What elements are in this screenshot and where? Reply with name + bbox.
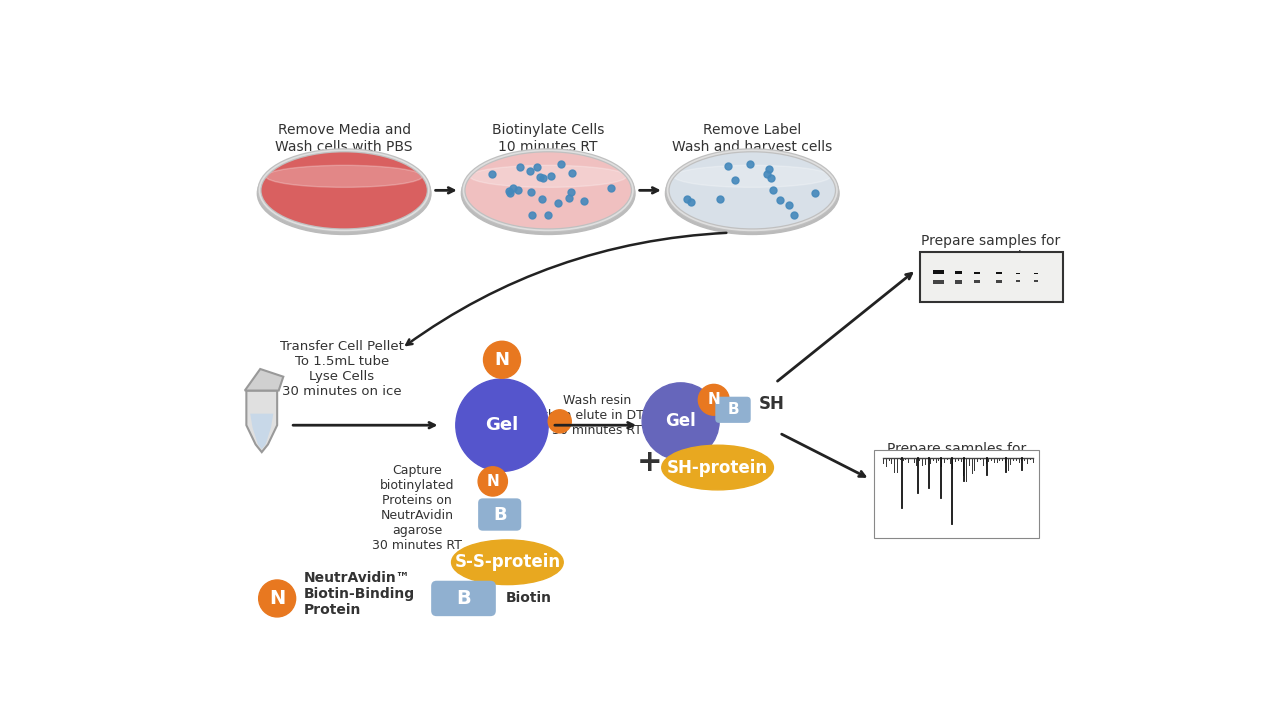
- Circle shape: [484, 341, 521, 378]
- Text: N: N: [269, 589, 285, 608]
- Text: S-S-protein: S-S-protein: [454, 553, 561, 571]
- Bar: [933, 280, 943, 284]
- Text: Transfer Cell Pellet
To 1.5mL tube
Lyse Cells
30 minutes on ice: Transfer Cell Pellet To 1.5mL tube Lyse …: [280, 341, 403, 398]
- Bar: [955, 271, 963, 274]
- Text: B: B: [456, 589, 471, 608]
- Text: Remove Label
Wash and harvest cells: Remove Label Wash and harvest cells: [672, 123, 832, 153]
- Text: Biotin: Biotin: [506, 591, 552, 606]
- Ellipse shape: [266, 166, 422, 187]
- Circle shape: [643, 383, 719, 460]
- Circle shape: [259, 580, 296, 617]
- Text: Gel: Gel: [666, 413, 696, 431]
- Ellipse shape: [666, 153, 840, 235]
- Bar: [1015, 280, 1020, 282]
- Text: N: N: [708, 392, 721, 408]
- Text: Capture
biotinylated
Proteins on
NeutrAvidin
agarose
30 minutes RT: Capture biotinylated Proteins on NeutrAv…: [372, 464, 462, 552]
- Text: +: +: [637, 448, 663, 477]
- Bar: [1034, 280, 1038, 282]
- Bar: [874, 450, 1039, 539]
- Bar: [1015, 273, 1020, 274]
- Circle shape: [479, 467, 507, 496]
- Bar: [920, 252, 1062, 302]
- Text: Wash resin
then elute in DTT
30 minutes RT: Wash resin then elute in DTT 30 minutes …: [543, 395, 652, 437]
- Ellipse shape: [673, 166, 831, 187]
- Text: Prepare samples for
Mass Spectrometry: Prepare samples for Mass Spectrometry: [887, 442, 1027, 472]
- Polygon shape: [244, 369, 283, 390]
- Polygon shape: [250, 414, 274, 449]
- Circle shape: [456, 379, 548, 472]
- Text: Prepare samples for
Western Blot: Prepare samples for Western Blot: [922, 234, 1061, 264]
- Bar: [955, 280, 963, 284]
- Bar: [996, 272, 1002, 274]
- Text: Biotinylate Cells
10 minutes RT: Biotinylate Cells 10 minutes RT: [492, 123, 604, 153]
- Ellipse shape: [463, 150, 632, 230]
- FancyBboxPatch shape: [716, 397, 750, 423]
- Bar: [974, 280, 980, 283]
- Text: NeutrAvidin™
Biotin-Binding
Protein: NeutrAvidin™ Biotin-Binding Protein: [303, 571, 415, 617]
- Bar: [974, 272, 980, 274]
- Circle shape: [699, 384, 730, 415]
- Ellipse shape: [452, 540, 563, 585]
- Text: Remove Media and
Wash cells with PBS: Remove Media and Wash cells with PBS: [275, 123, 413, 153]
- Bar: [996, 280, 1002, 283]
- Ellipse shape: [257, 153, 431, 235]
- Text: SH: SH: [759, 395, 785, 413]
- Text: B: B: [493, 505, 507, 523]
- Text: N: N: [494, 351, 509, 369]
- Text: Gel: Gel: [485, 416, 518, 434]
- Polygon shape: [246, 390, 278, 452]
- FancyBboxPatch shape: [431, 581, 495, 616]
- Text: B: B: [727, 402, 739, 418]
- Text: N: N: [486, 474, 499, 489]
- Bar: [933, 271, 943, 274]
- Text: SH-protein: SH-protein: [667, 459, 768, 477]
- Bar: [1034, 273, 1038, 274]
- Ellipse shape: [260, 150, 429, 230]
- Ellipse shape: [662, 445, 773, 490]
- Circle shape: [548, 410, 571, 433]
- Ellipse shape: [668, 150, 837, 230]
- Ellipse shape: [461, 153, 635, 235]
- FancyBboxPatch shape: [479, 498, 521, 531]
- Ellipse shape: [470, 166, 626, 187]
